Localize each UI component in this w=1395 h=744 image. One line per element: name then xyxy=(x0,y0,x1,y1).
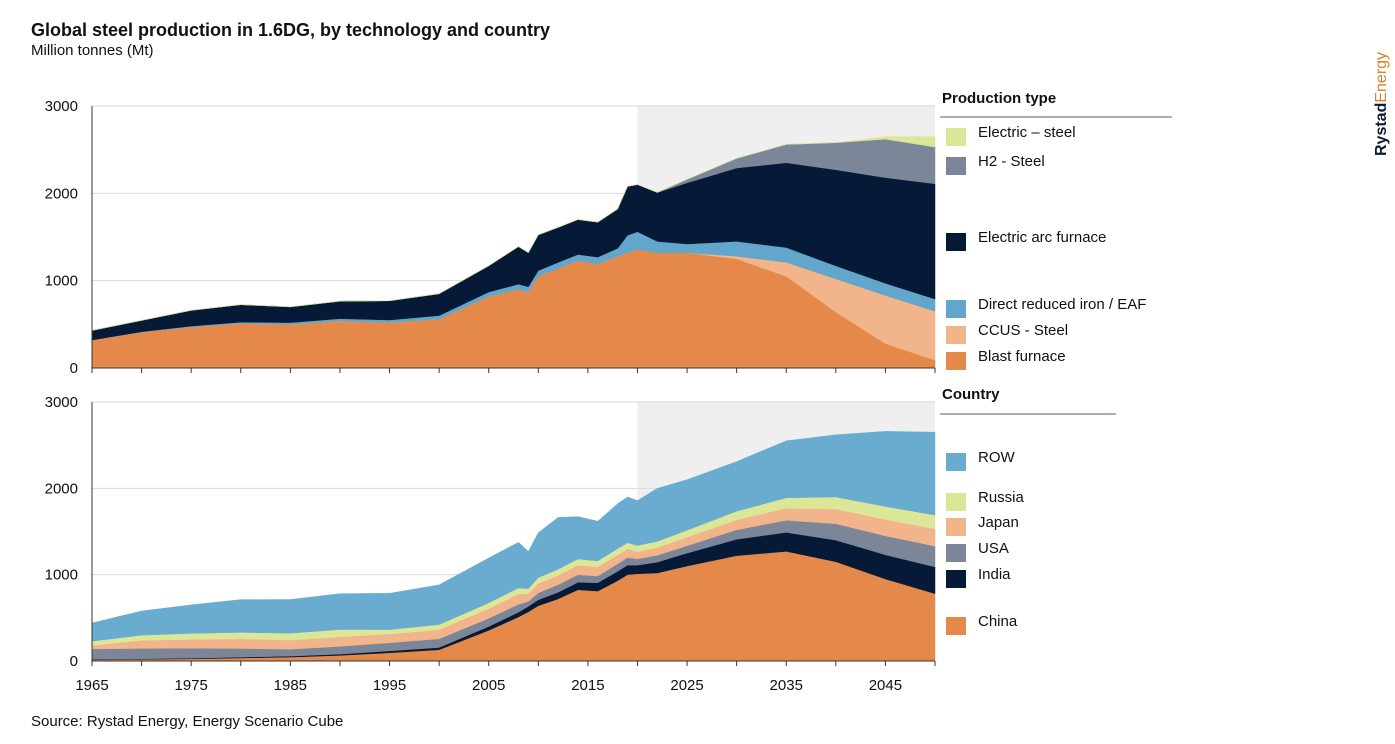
legend-label-russia: Russia xyxy=(978,489,1025,506)
source-note: Source: Rystad Energy, Energy Scenario C… xyxy=(31,713,344,730)
legend-swatch-h2-steel xyxy=(946,157,966,175)
legend-label-ccus-steel: CCUS - Steel xyxy=(978,322,1068,339)
legend-title: Country xyxy=(942,386,1000,403)
svg-text:RystadEnergy: RystadEnergy xyxy=(1373,52,1390,156)
legend-swatch-electric-steel xyxy=(946,128,966,146)
x-tick-label: 2035 xyxy=(770,677,803,694)
legend-country: Country ROW Russia Japan USA India China xyxy=(940,386,1116,635)
y-tick-label: 0 xyxy=(70,360,78,377)
x-tick-label: 2005 xyxy=(472,677,505,694)
chart-panel-2: 0 1000 2000 3000 1965 1975 1985 1995 2005 2015 202… xyxy=(45,386,1116,694)
legend-swatch-india xyxy=(946,570,966,588)
legend-swatch-electric-arc-furnace xyxy=(946,233,966,251)
y-tick-label: 3000 xyxy=(45,98,78,115)
legend-title: Production type xyxy=(942,90,1056,107)
chart-panel-1: 0 1000 2000 3000 Production type Electric – s… xyxy=(45,90,1172,377)
y-tick-label: 1000 xyxy=(45,273,78,290)
x-tick-label: 1985 xyxy=(274,677,307,694)
legend-swatch-japan xyxy=(946,518,966,536)
legend-swatch-china xyxy=(946,617,966,635)
chart-title: Global steel production in 1.6DG, by tec… xyxy=(31,20,551,40)
legend-label-blast-furnace: Blast furnace xyxy=(978,348,1066,365)
area-series-electric-steel xyxy=(91,136,936,331)
rystad-energy-logo: RystadEnergy xyxy=(1373,52,1390,156)
legend-label-india: India xyxy=(978,566,1011,583)
legend-label-row: ROW xyxy=(978,449,1016,466)
x-tick-label: 1965 xyxy=(75,677,108,694)
x-tick-label: 1975 xyxy=(174,677,207,694)
legend-label-direct-reduced-iron-eaf: Direct reduced iron / EAF xyxy=(978,296,1146,313)
y-tick-label: 3000 xyxy=(45,394,78,411)
legend-label-electric-steel: Electric – steel xyxy=(978,124,1076,141)
x-tick-label: 2015 xyxy=(571,677,604,694)
legend-swatch-ccus-steel xyxy=(946,326,966,344)
x-tick-label: 1995 xyxy=(373,677,406,694)
legend-swatch-direct-reduced-iron-eaf xyxy=(946,300,966,318)
legend-swatch-usa xyxy=(946,544,966,562)
legend-swatch-blast-furnace xyxy=(946,352,966,370)
legend-label-electric-arc-furnace: Electric arc furnace xyxy=(978,229,1106,246)
y-tick-label: 1000 xyxy=(45,567,78,584)
y-tick-label: 2000 xyxy=(45,480,78,497)
legend-label-h2-steel: H2 - Steel xyxy=(978,153,1045,170)
legend-label-china: China xyxy=(978,613,1018,630)
chart-subtitle: Million tonnes (Mt) xyxy=(31,42,154,59)
x-tick-label: 2025 xyxy=(670,677,703,694)
x-tick-label: 2045 xyxy=(869,677,902,694)
legend-production-type: Production type Electric – steel H2 - Stee… xyxy=(940,90,1172,370)
legend-swatch-russia xyxy=(946,493,966,511)
y-tick-label: 0 xyxy=(70,653,78,670)
area-series-row xyxy=(91,431,936,642)
legend-label-usa: USA xyxy=(978,540,1009,557)
legend-label-japan: Japan xyxy=(978,514,1019,531)
legend-swatch-row xyxy=(946,453,966,471)
y-tick-label: 2000 xyxy=(45,185,78,202)
